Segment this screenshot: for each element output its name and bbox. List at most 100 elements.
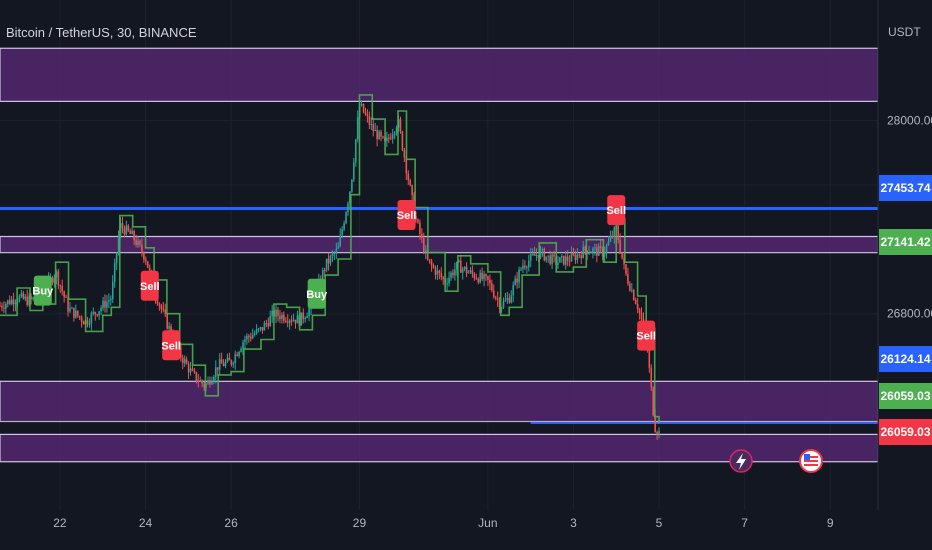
candle-body [201, 380, 203, 384]
candle-body [549, 255, 551, 264]
candle-body [419, 222, 421, 234]
candle-body [90, 313, 93, 324]
candle-body [440, 272, 443, 278]
candle-body [611, 236, 614, 238]
candle-body [197, 381, 200, 383]
candle-body [485, 274, 487, 276]
candle-body [211, 381, 213, 385]
us-flag-icon[interactable] [799, 449, 823, 473]
candle-body [249, 337, 252, 339]
sell-signal-label: Sell [397, 210, 417, 222]
candle-body [609, 236, 612, 242]
candle-body [281, 314, 283, 319]
price-label-value: 26059.03 [880, 389, 930, 403]
candle-body [364, 112, 367, 115]
candle-body [551, 254, 553, 264]
candle-body [561, 255, 563, 258]
candle-body [409, 180, 411, 186]
candle-body [108, 300, 110, 302]
candle-body [325, 258, 328, 271]
candle-body [456, 261, 458, 270]
candle-body [73, 307, 75, 318]
candle-body [65, 296, 67, 298]
candle-body [605, 245, 608, 254]
candle-body [292, 319, 295, 322]
candle-body [366, 114, 369, 117]
candle-body [30, 296, 32, 300]
candle-body [592, 248, 594, 253]
candle-body [566, 256, 569, 261]
candle-body [230, 360, 233, 365]
candle-body [479, 272, 481, 283]
candle-body [88, 323, 91, 325]
signals: Buy Sell Sell Buy Sell Sell Sell [32, 195, 656, 361]
candle-body [405, 157, 408, 174]
price-axis[interactable] [877, 0, 932, 550]
candle-body [461, 268, 464, 273]
candle-body [564, 256, 567, 265]
candle-body [349, 191, 351, 204]
candle-body [110, 299, 112, 301]
sell-signal-badge [162, 330, 181, 361]
candle-body [535, 255, 538, 257]
candle-body [321, 270, 324, 284]
candle-body [253, 333, 256, 335]
candle-body [584, 246, 586, 251]
candle-body [543, 249, 546, 261]
candle-body [53, 277, 56, 283]
candle-body [226, 357, 229, 362]
candle-body [477, 278, 480, 283]
candle-body [489, 279, 491, 284]
sell-signal-badge [637, 320, 656, 351]
candle-body [1, 305, 3, 308]
candle-body [222, 363, 225, 367]
candle-body [240, 348, 242, 352]
candle-body [69, 308, 71, 312]
candle-body [216, 367, 219, 370]
candle-body [193, 370, 196, 373]
candle-body [75, 310, 77, 318]
candle-body [162, 308, 165, 310]
candle-body [115, 252, 118, 264]
candle-body [492, 290, 495, 298]
candle-body [137, 240, 139, 246]
candle-body [483, 274, 485, 280]
candle-body [32, 297, 34, 300]
candle-body [372, 123, 375, 132]
candle-body [290, 320, 293, 322]
candle-body [590, 252, 592, 254]
candle-body [491, 283, 493, 291]
candle-body [242, 342, 244, 349]
lightning-icon[interactable] [729, 449, 753, 473]
candle-body [351, 179, 353, 192]
sell-signal-label: Sell [636, 331, 656, 343]
candle-body [494, 297, 497, 299]
candle-body [279, 315, 281, 319]
candle-body [541, 249, 544, 251]
candle-body [82, 321, 85, 325]
buy-signal-badge [307, 278, 326, 309]
candle-body [218, 359, 221, 370]
x-tick-label: 9 [827, 516, 834, 530]
candle-body [457, 260, 460, 262]
candle-body [481, 272, 483, 280]
candle-body [57, 271, 60, 286]
candle-body [164, 309, 167, 315]
price-labels: 27453.74 27141.42 26124.14 26059.03 26059.03 [879, 175, 932, 445]
candle-body [559, 257, 561, 263]
candle-body [382, 136, 384, 138]
candle-body [283, 314, 285, 321]
candle-body [376, 130, 378, 140]
candle-body [454, 269, 456, 276]
candle-body [294, 319, 297, 324]
candle-body [86, 320, 89, 325]
candle-body [502, 301, 505, 308]
candle-body [386, 137, 388, 142]
trailing-stop-line [0, 94, 660, 424]
candle-body [529, 254, 532, 261]
candle-body [426, 249, 429, 260]
candle-body [156, 297, 159, 304]
x-tick-label: 24 [139, 516, 153, 530]
candle-body [3, 307, 5, 309]
